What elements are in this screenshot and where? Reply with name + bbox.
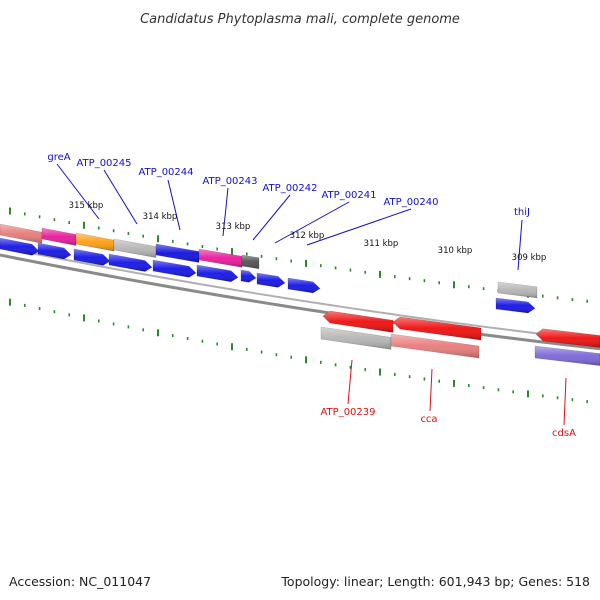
label-leaders xyxy=(56,163,567,426)
gene-label: ATP_00244 xyxy=(138,167,193,178)
forward-gene-arrow-shade xyxy=(241,270,256,283)
tick-track-top xyxy=(9,207,589,303)
reverse-gene-arrow-shade xyxy=(323,311,393,333)
forward-gene-arrow-shade xyxy=(38,243,71,259)
genome-summary-text: Topology: linear; Length: 601,943 bp; Ge… xyxy=(280,574,590,589)
cog-block-shade xyxy=(498,282,537,298)
gene-labels-forward: greA ATP_00245 ATP_00244 ATP_00243 ATP_0… xyxy=(47,152,530,218)
forward-gene-arrow-shade xyxy=(153,260,196,278)
leader-line xyxy=(517,219,523,271)
gene-label: ATP_00245 xyxy=(76,158,131,169)
genome-backbone xyxy=(0,246,600,351)
gene-label: cdsA xyxy=(552,428,576,439)
scale-label: 311 kbp xyxy=(364,239,399,249)
gene-label: thiJ xyxy=(514,207,530,218)
leader-line xyxy=(306,208,412,246)
leader-line xyxy=(429,368,433,412)
gene-label: ATP_00240 xyxy=(383,197,438,208)
backbone-line-lower xyxy=(0,253,600,351)
cog-block-shade xyxy=(535,346,600,366)
gene-labels-reverse: ATP_00239 cca cdsA xyxy=(320,407,576,439)
scale-label: 314 kbp xyxy=(143,212,178,222)
leader-line xyxy=(252,194,291,241)
gene-label: ATP_00241 xyxy=(321,190,376,201)
cog-block-shade xyxy=(76,233,114,252)
feature-tracks xyxy=(0,223,600,366)
scale-label: 315 kbp xyxy=(69,201,104,211)
leader-line xyxy=(56,163,100,220)
gene-label: ATP_00242 xyxy=(262,183,317,194)
leader-line xyxy=(563,377,567,426)
cog-block-shade xyxy=(0,224,42,244)
cog-block-shade xyxy=(114,239,156,258)
leader-line xyxy=(167,179,181,231)
reverse-gene-arrow-shade xyxy=(536,328,600,348)
gene-label: ATP_00239 xyxy=(320,407,375,418)
forward-gene-arrow-shade xyxy=(288,278,320,293)
scale-label: 310 kbp xyxy=(438,246,473,256)
scale-label: 313 kbp xyxy=(216,222,251,232)
tick-track-bottom xyxy=(9,298,589,404)
forward-gene-arrow-shade xyxy=(109,254,152,272)
leader-line xyxy=(222,187,229,237)
forward-gene-arrow-shade xyxy=(74,249,110,266)
map-title: Candidatus Phytoplasma mali, complete ge… xyxy=(140,12,460,27)
leader-line xyxy=(103,169,138,225)
scale-label: 312 kbp xyxy=(290,231,325,241)
forward-gene-arrow-shade xyxy=(496,298,535,313)
forward-gene-arrow-shade xyxy=(257,273,285,288)
cog-block-shade xyxy=(42,228,76,246)
cog-block-shade xyxy=(321,327,391,350)
cog-block-shade xyxy=(242,255,259,269)
cog-block-shade xyxy=(391,334,479,359)
gene-label: cca xyxy=(420,414,437,425)
cog-block-shade xyxy=(199,249,242,268)
leader-line xyxy=(274,201,350,244)
reverse-gene-arrow-shade xyxy=(393,316,481,340)
forward-gene-arrow-shade xyxy=(0,238,39,256)
gene-label: ATP_00243 xyxy=(202,176,257,187)
forward-gene-arrow-shade xyxy=(197,265,238,282)
cog-block-shade xyxy=(156,244,199,263)
gene-label: greA xyxy=(47,152,70,163)
leader-line xyxy=(347,359,353,405)
backbone-line-upper xyxy=(0,246,600,342)
scale-label: 309 kbp xyxy=(512,253,547,263)
accession-text: Accession: NC_011047 xyxy=(9,574,151,589)
scale-labels: 315 kbp 314 kbp 313 kbp 312 kbp 311 kbp … xyxy=(69,201,547,263)
